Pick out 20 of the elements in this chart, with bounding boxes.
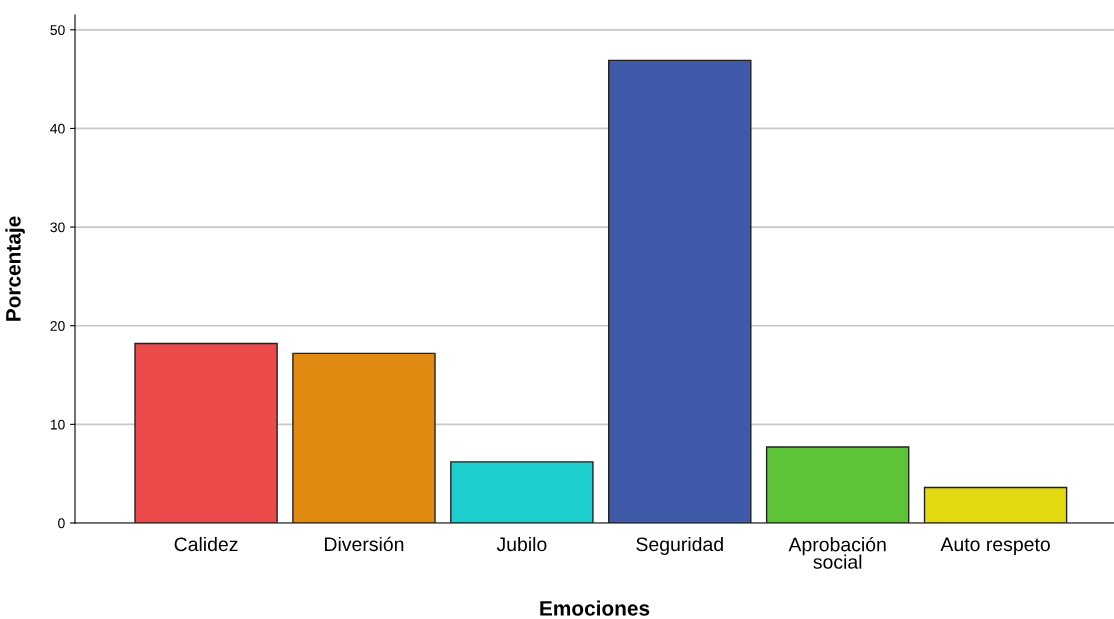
x-tick-label: Jubilo [496, 536, 547, 552]
x-tick-label: Aprobación social [788, 536, 886, 569]
bar [292, 352, 436, 523]
y-tick-label: 10 [50, 419, 65, 430]
x-tick-label: Diversión [325, 536, 404, 552]
x-axis-title: Emociones [540, 600, 650, 616]
y-tick-label: 20 [50, 321, 65, 331]
bar [765, 446, 910, 523]
y-axis-title: Porcentaje [5, 216, 25, 321]
x-tick-label: Calidez [174, 536, 238, 552]
y-tick-label: 40 [50, 123, 65, 134]
y-tick-label: 0 [58, 518, 65, 529]
y-tick-label: 30 [50, 222, 65, 233]
bar [134, 342, 278, 523]
bar [450, 461, 594, 523]
bar [608, 59, 752, 523]
x-tick-label: Seguridad [636, 536, 723, 556]
x-tick-label: Auto respeto [940, 537, 1050, 556]
bar [923, 486, 1068, 523]
y-tick-label: 50 [50, 25, 65, 35]
